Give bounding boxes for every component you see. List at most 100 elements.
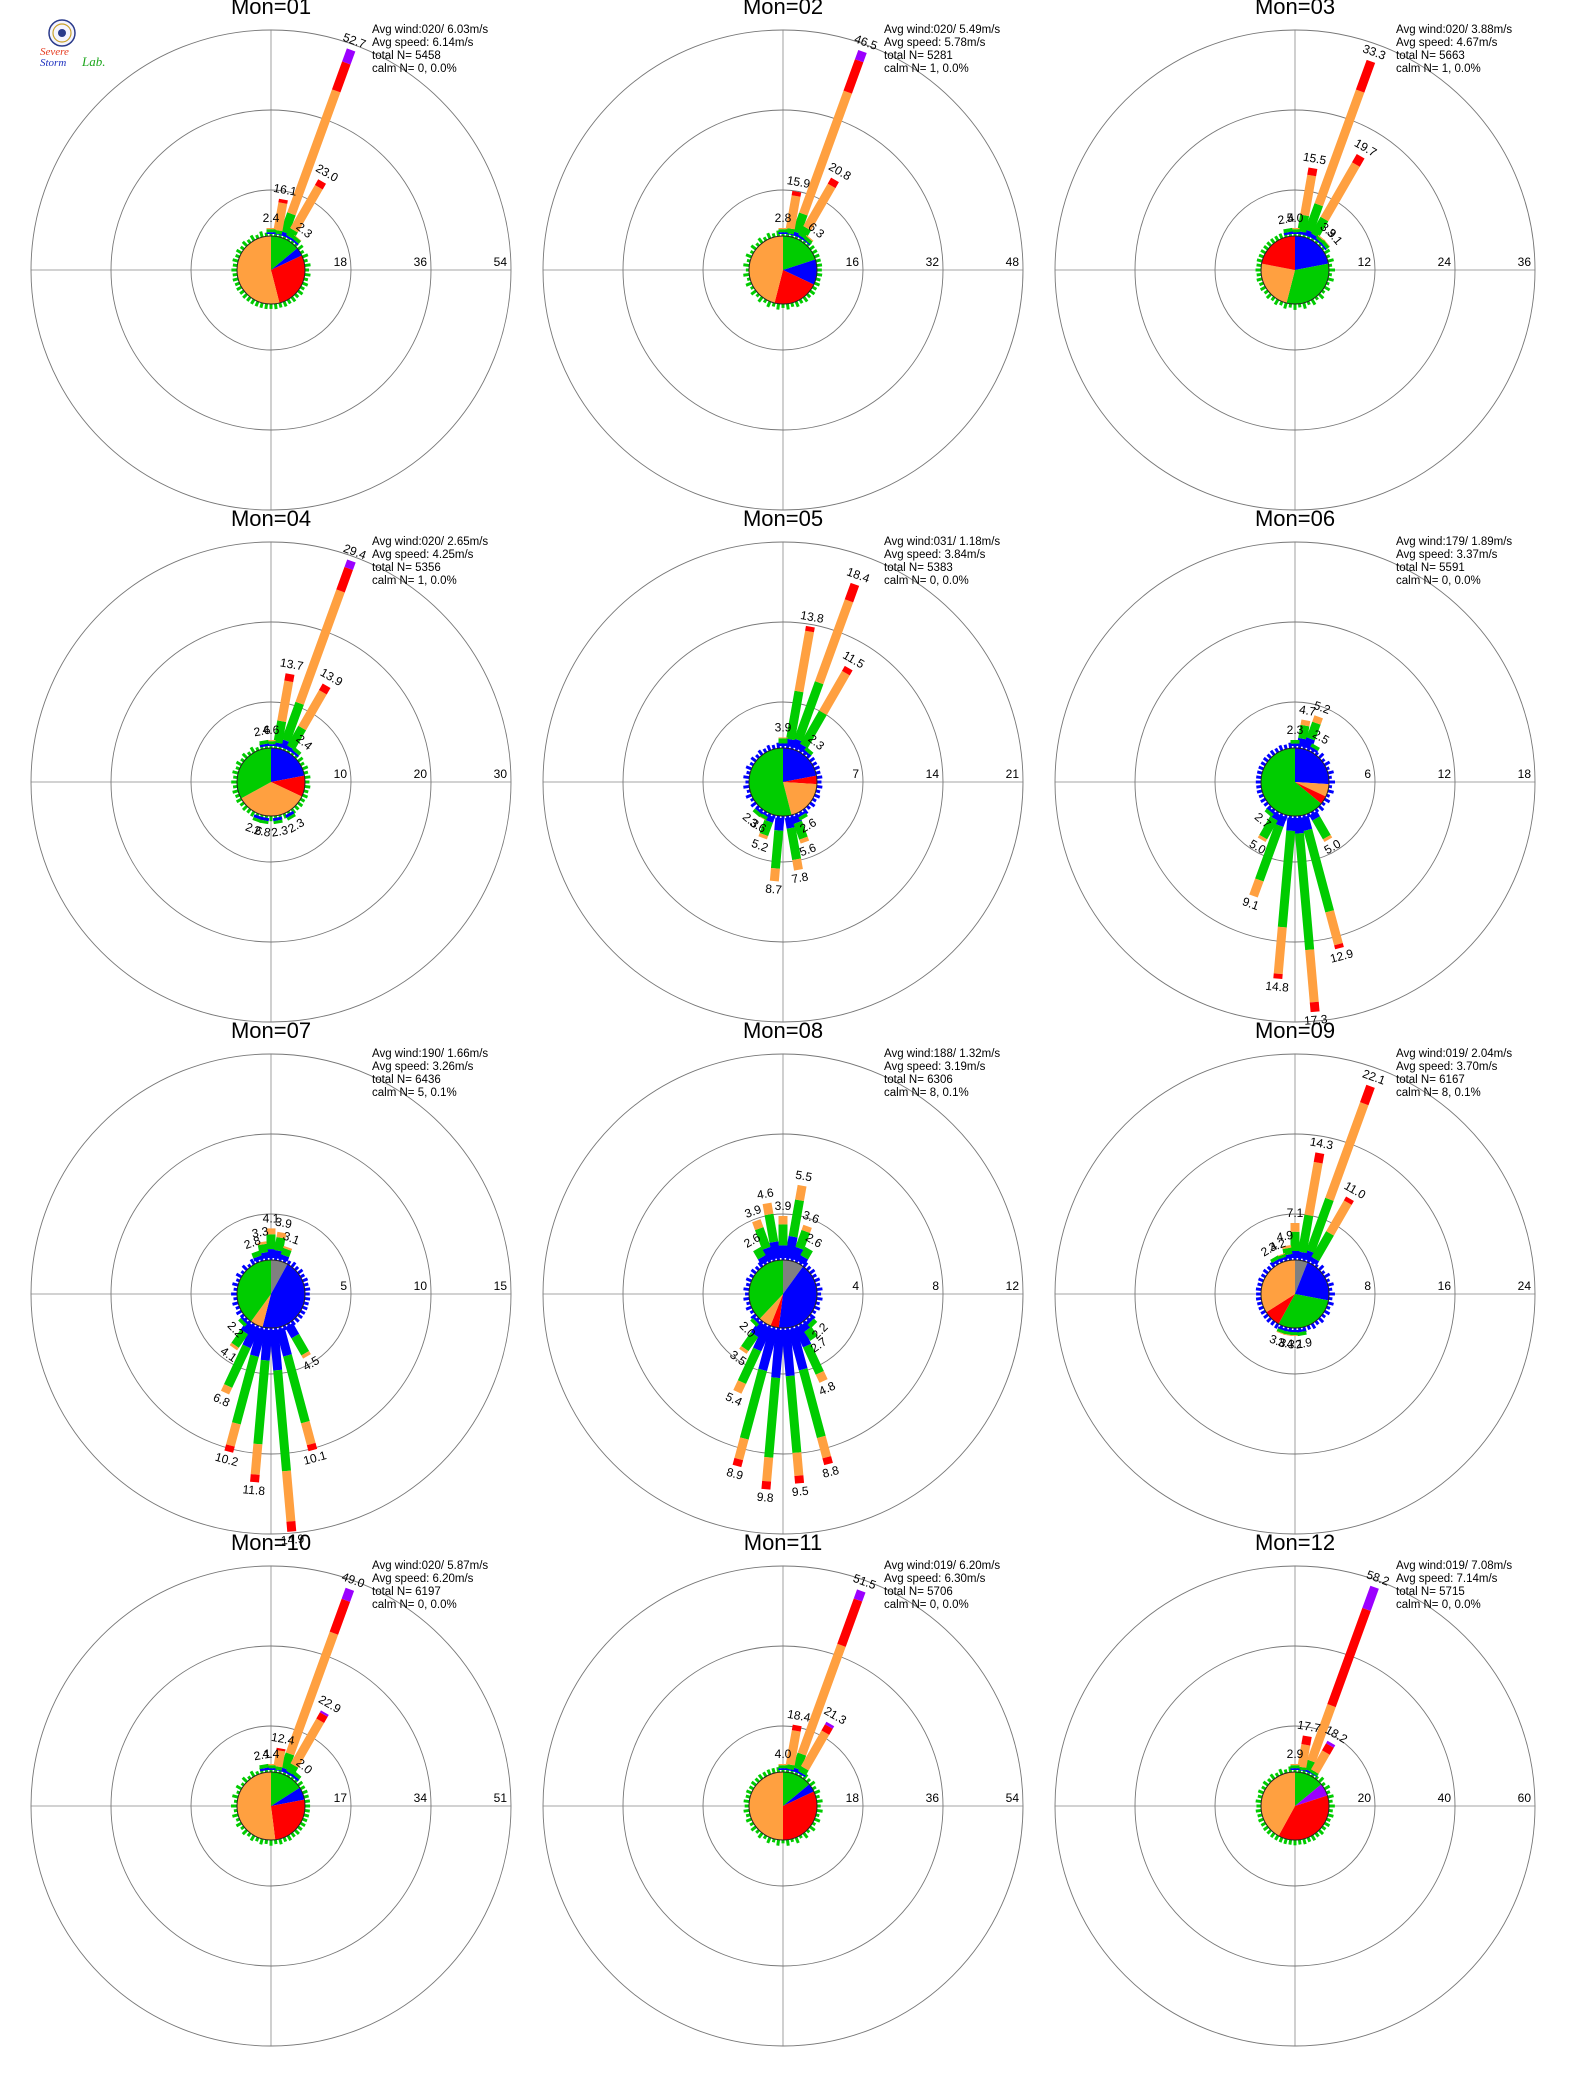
ring-label: 7 <box>852 767 859 781</box>
pie-slice <box>783 1771 810 1806</box>
bar-segment <box>279 739 291 750</box>
minor-direction-bar <box>304 1799 311 1804</box>
pie-slice <box>783 775 817 785</box>
bar-segment <box>1307 167 1318 177</box>
minor-direction-bar <box>297 1268 304 1275</box>
minor-direction-bar <box>249 1834 256 1842</box>
severe-storm-lab-logo: Severe Storm Lab. <box>38 18 118 78</box>
minor-direction-bar <box>282 1836 288 1843</box>
minor-direction-bar <box>301 765 309 771</box>
bar-segment <box>292 746 302 756</box>
bar-segment <box>1321 239 1330 250</box>
radial-ring <box>30 1565 512 2047</box>
bar-segment <box>1322 834 1333 842</box>
minor-direction-bar <box>282 812 288 819</box>
minor-direction-bar <box>1327 1282 1334 1287</box>
bar-value-label: 2.3 <box>1287 723 1304 737</box>
bar-segment <box>800 1246 813 1260</box>
minor-direction-bar <box>303 1794 310 1799</box>
bar-segment <box>739 1345 749 1354</box>
minor-direction-bar <box>232 258 239 263</box>
stats-line: total N= 5663 <box>1396 50 1465 62</box>
radial-ring <box>1214 1213 1376 1375</box>
ring-label: 54 <box>1006 1791 1020 1805</box>
bar-segment <box>754 1227 771 1250</box>
direction-bar: 51.5 <box>791 1571 878 1774</box>
minor-direction-bar <box>746 770 751 775</box>
bar-value-label: 5.6 <box>797 840 818 859</box>
minor-direction-bar <box>1257 1789 1265 1795</box>
bar-segment <box>283 1354 310 1424</box>
minor-direction-bar <box>1327 1813 1334 1818</box>
minor-direction-bar <box>236 1790 241 1795</box>
pie-slice <box>1260 1260 1295 1313</box>
minor-direction-bar <box>813 281 821 287</box>
bar-segment <box>272 742 283 748</box>
bar-segment <box>286 227 298 240</box>
stats-line: Avg wind:188/ 1.32m/s <box>884 1048 1000 1060</box>
direction-bar: 7.8 <box>784 816 810 886</box>
bar-segment <box>1343 1196 1354 1205</box>
minor-direction-bar <box>762 1771 768 1778</box>
bar-value-label: 4.0 <box>775 1747 792 1761</box>
bar-segment <box>769 1241 782 1260</box>
bar-segment <box>253 814 263 821</box>
minor-direction-bar <box>749 1273 755 1279</box>
bar-value-label: 4.4 <box>263 1747 280 1761</box>
minor-direction-bar <box>745 253 753 259</box>
bar-segment <box>253 1359 270 1445</box>
ring-label: 51 <box>494 1791 508 1805</box>
direction-bar: 17.3 <box>1293 817 1328 1028</box>
ring-label: 34 <box>414 1791 428 1805</box>
bar-segment <box>286 813 296 821</box>
pie-slice <box>1286 263 1329 304</box>
minor-direction-bar <box>1270 296 1276 302</box>
pie-slice <box>271 775 306 797</box>
radial-ring <box>1134 1133 1456 1455</box>
minor-direction-bar <box>264 1839 269 1845</box>
minor-direction-bar <box>1257 1813 1263 1818</box>
bar-segment <box>795 1184 807 1202</box>
minor-direction-bar <box>757 237 764 244</box>
minor-direction-bar <box>745 1813 751 1818</box>
minor-direction-bar <box>809 1780 816 1787</box>
bar-segment <box>291 1333 310 1356</box>
bar-segment <box>784 227 795 235</box>
minor-direction-bar <box>293 804 300 811</box>
minor-direction-bar <box>1257 1282 1263 1287</box>
bar-segment <box>301 1350 311 1359</box>
minor-direction-bar <box>304 272 311 277</box>
bar-value-label: 22.1 <box>1361 1067 1388 1088</box>
direction-bar: 9.1 <box>1240 814 1287 913</box>
bar-segment <box>1305 949 1319 1003</box>
pie-outline <box>1260 747 1330 817</box>
bar-segment <box>821 1724 833 1735</box>
minor-direction-bar <box>239 1313 245 1319</box>
bar-segment <box>344 559 356 571</box>
bar-value-label: 3.2 <box>1267 1236 1288 1255</box>
minor-direction-bar <box>1256 272 1262 277</box>
minor-direction-bar <box>1325 1278 1331 1283</box>
pie-slice <box>749 1260 783 1319</box>
minor-direction-bar <box>757 1261 764 1268</box>
pie-slice <box>271 1787 305 1806</box>
bar-segment <box>1307 1704 1336 1763</box>
ring-label: 32 <box>926 255 940 269</box>
minor-direction-bar <box>1256 258 1263 263</box>
bar-segment <box>801 1224 812 1233</box>
bar-segment <box>793 820 808 840</box>
minor-direction-bar <box>750 289 757 296</box>
bar-value-label: 3.3 <box>1277 1335 1296 1352</box>
minor-direction-bar <box>1283 1838 1288 1845</box>
bar-segment <box>1312 715 1323 725</box>
bar-value-label: 3.3 <box>251 1224 270 1241</box>
bar-segment <box>251 1250 262 1259</box>
minor-direction-bar <box>286 1834 293 1841</box>
minor-direction-bar <box>805 1265 812 1272</box>
direction-bar: 3.9 <box>775 1199 792 1258</box>
minor-direction-bar <box>776 742 781 749</box>
bar-value-label: 5.2 <box>1312 698 1333 717</box>
minor-direction-bar <box>750 1825 757 1832</box>
